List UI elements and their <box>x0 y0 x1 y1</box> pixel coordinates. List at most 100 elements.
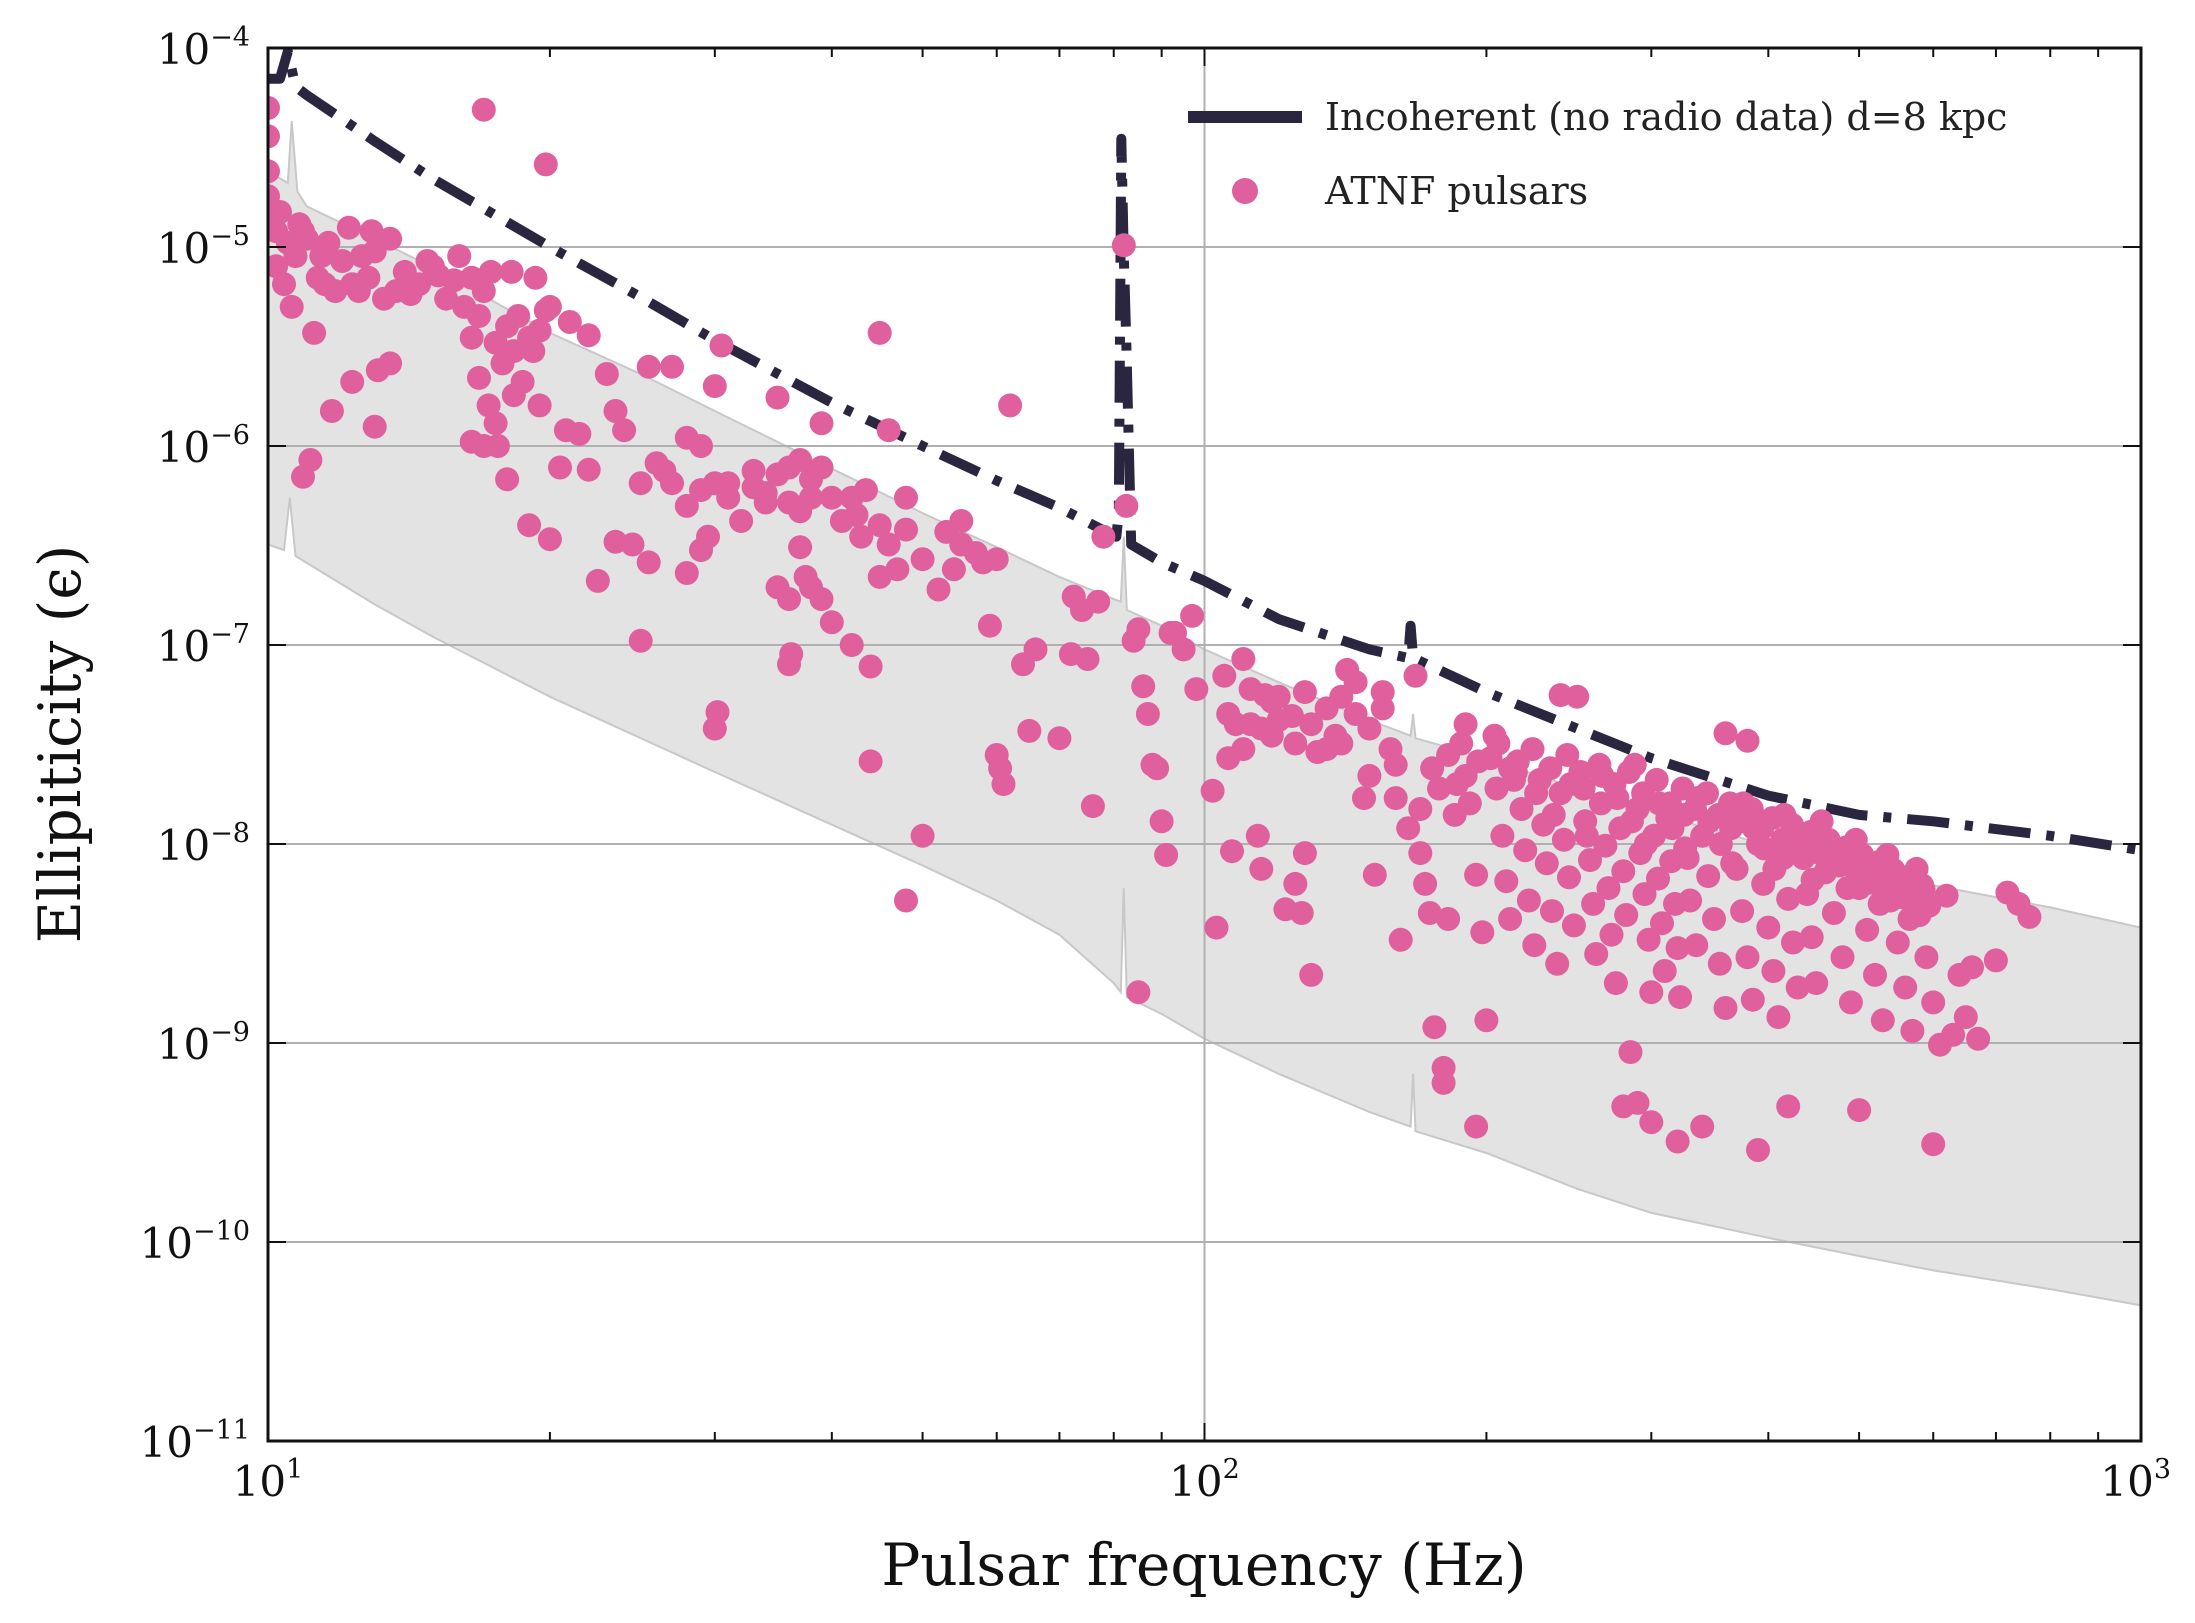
pulsar-point <box>765 385 790 410</box>
pulsar-point <box>849 524 874 549</box>
pulsar-point <box>1200 778 1225 803</box>
pulsar-point <box>652 458 677 483</box>
pulsar-point <box>302 320 327 345</box>
pulsar-point <box>1145 756 1170 781</box>
pulsar-point <box>1422 1015 1447 1040</box>
pulsar-point <box>674 561 699 585</box>
pulsar-point <box>1466 749 1491 774</box>
pulsar-point <box>741 458 766 483</box>
pulsar-point <box>1762 856 1787 881</box>
pulsar-point <box>1388 927 1413 952</box>
pulsar-point <box>1670 776 1695 801</box>
pulsar-point <box>1289 901 1314 925</box>
pulsar-point <box>1893 975 1918 1000</box>
pulsar-point <box>1464 862 1489 887</box>
pulsar-point <box>1835 876 1860 901</box>
x-tick-label: 101 <box>233 1454 304 1506</box>
pulsar-point <box>1633 832 1658 856</box>
pulsar-point <box>548 455 572 480</box>
pulsar-point <box>1238 677 1263 702</box>
pulsar-point <box>478 259 503 284</box>
y-tick-label: 10−10 <box>140 1216 250 1268</box>
pulsar-point <box>533 298 558 323</box>
pulsar-point <box>867 513 892 538</box>
pulsar-point <box>867 320 892 345</box>
pulsar-point <box>1408 841 1433 866</box>
axes-frame <box>266 46 2143 1443</box>
pulsar-point <box>1695 781 1719 806</box>
pulsar-point <box>1696 864 1721 889</box>
pulsar-point <box>1023 637 1048 662</box>
pulsar-point <box>1292 680 1317 705</box>
pulsar-point <box>1798 819 1823 844</box>
pulsar-point <box>1498 907 1523 931</box>
pulsar-point <box>1690 1114 1715 1139</box>
pulsar-point <box>1652 959 1677 983</box>
pulsar-point <box>1444 772 1469 797</box>
pulsar-point <box>1280 704 1304 728</box>
pulsar-point <box>1420 756 1445 781</box>
pulsar-point <box>1650 911 1674 936</box>
pulsar-point <box>941 557 966 582</box>
pulsar-point <box>799 485 823 510</box>
pulsar-point <box>359 219 384 244</box>
pulsar-point <box>1520 737 1545 762</box>
pulsar-point <box>499 259 524 284</box>
pulsar-point <box>1470 920 1495 945</box>
x-tick-label: 102 <box>1169 1454 1240 1506</box>
pulsar-point <box>415 249 440 273</box>
pulsar-point <box>1212 663 1237 688</box>
pulsar-point <box>1522 933 1547 958</box>
pulsar-point <box>537 527 562 552</box>
pulsar-point <box>858 749 883 774</box>
pulsar-point <box>1632 882 1657 907</box>
pulsar-point <box>283 244 308 269</box>
pulsar-point <box>910 823 935 848</box>
pulsar-point <box>291 464 315 489</box>
pulsar-point <box>1684 933 1709 958</box>
pulsar-point <box>1673 836 1698 861</box>
pulsar-point <box>483 411 508 436</box>
pulsar-point <box>506 304 531 328</box>
pulsar-point <box>291 219 315 244</box>
pulsar-point <box>279 294 304 319</box>
pulsar-point <box>1555 743 1580 767</box>
tick-labels: 101 102 103 10−4 10−5 10−6 10−7 10−8 10−9 10−10 10… <box>140 22 2171 1506</box>
pulsar-point <box>533 152 558 177</box>
pulsar-point <box>1436 743 1461 767</box>
pulsar-point <box>1587 752 1612 777</box>
pulsar-point <box>689 434 713 458</box>
pulsar-point <box>1707 951 1732 976</box>
pulsar-point <box>636 354 661 379</box>
pulsar-point <box>1204 915 1229 940</box>
pulsar-point <box>991 772 1016 797</box>
pulsar-point <box>949 509 974 533</box>
pulsar-point <box>268 200 292 224</box>
pulsar-point <box>603 399 628 423</box>
pulsar-point <box>1299 712 1324 737</box>
pulsar-point <box>984 547 1009 572</box>
legend-label-incoherent: Incoherent (no radio data) d=8 kpc <box>1325 95 2007 139</box>
pulsar-point <box>1343 670 1368 695</box>
pulsar-point <box>1761 959 1786 983</box>
pulsar-point <box>319 399 344 423</box>
y-tick-label: 10−9 <box>157 1017 250 1069</box>
pulsar-point <box>1299 962 1324 987</box>
pulsar-point <box>1614 903 1639 927</box>
pulsar-point <box>1403 663 1428 688</box>
pulsar-point <box>1396 816 1421 841</box>
pulsar-point <box>1131 674 1156 699</box>
pulsar-point <box>1086 589 1111 614</box>
pulsar-point <box>1557 865 1581 890</box>
pulsar-point <box>998 393 1023 418</box>
pulsar-point <box>1855 917 1880 942</box>
pulsar-point <box>309 244 334 269</box>
pulsar-point <box>1900 1018 1925 1043</box>
y-tick-label: 10−4 <box>157 22 250 74</box>
pulsar-point <box>1357 763 1382 788</box>
pulsar-point <box>1578 848 1602 873</box>
pulsar-point <box>523 265 548 290</box>
pulsar-point <box>1596 876 1621 901</box>
pulsar-point <box>1644 767 1669 792</box>
pulsar-point <box>1863 962 1887 987</box>
